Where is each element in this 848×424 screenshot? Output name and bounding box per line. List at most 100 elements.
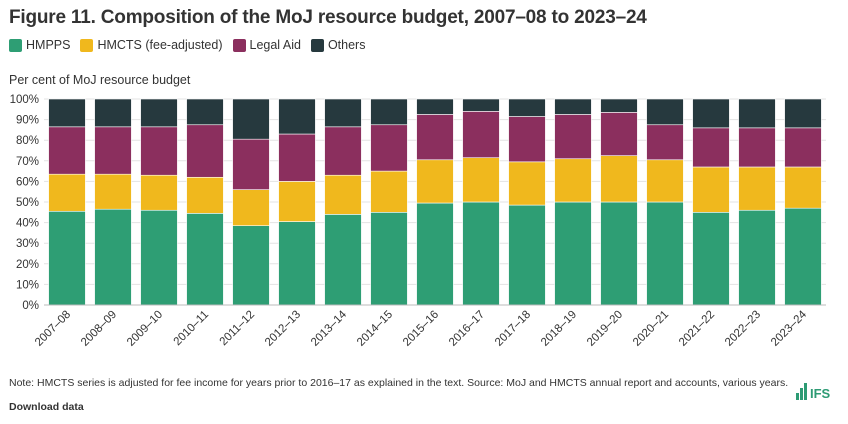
y-tick-label: 0% xyxy=(22,300,39,312)
bar-segment-others xyxy=(416,98,454,115)
bar-segment-others xyxy=(646,98,684,126)
bar-segment-hmpps xyxy=(646,201,684,306)
bar-segment-hmcts-fee-adjusted xyxy=(462,157,500,203)
download-data-link[interactable]: Download data xyxy=(9,401,84,413)
x-tick-label: 2007–08 xyxy=(33,309,73,349)
legend-swatch-hmpps xyxy=(9,38,22,52)
bar-segment-hmpps xyxy=(278,221,316,306)
bar-segment-hmpps xyxy=(600,201,638,306)
bar-segment-legal-aid xyxy=(600,112,638,156)
bar-segment-hmcts-fee-adjusted xyxy=(94,173,132,210)
bar-segment-hmcts-fee-adjusted xyxy=(692,166,730,213)
bar-segment-hmcts-fee-adjusted xyxy=(646,159,684,203)
bar-segment-hmpps xyxy=(48,210,86,306)
x-tick-label: 2015–16 xyxy=(401,309,441,349)
bar-segment-hmcts-fee-adjusted xyxy=(324,174,362,215)
y-tick-label: 20% xyxy=(16,259,39,271)
x-tick-label: 2019–20 xyxy=(585,309,625,349)
x-tick-label: 2023–24 xyxy=(769,308,810,349)
bar-segment-others xyxy=(462,98,500,112)
chart-title: Figure 11. Composition of the MoJ resour… xyxy=(9,7,647,28)
bar-segment-others xyxy=(554,98,592,115)
bar-segment-legal-aid xyxy=(232,138,270,190)
bar-segment-legal-aid xyxy=(416,114,454,161)
legend-label-hmcts: HMCTS (fee-adjusted) xyxy=(97,38,223,52)
bar-segment-hmpps xyxy=(554,201,592,306)
bar-segment-hmcts-fee-adjusted xyxy=(738,166,776,211)
bar-segment-hmpps xyxy=(738,209,776,306)
stacked-bar-chart: 0% 10% 20% 30% 40% 50% 60% 70% 80% 90% 100% 2007–08… xyxy=(10,94,826,349)
logo-bars-icon xyxy=(796,383,807,400)
x-tick-label: 2018–19 xyxy=(539,309,579,349)
logo-text: IFS xyxy=(810,386,831,401)
bar-segment-others xyxy=(738,98,776,129)
bar-segment-hmcts-fee-adjusted xyxy=(600,155,638,203)
bar-segment-hmpps xyxy=(94,208,132,306)
bar-segment-hmcts-fee-adjusted xyxy=(416,159,454,204)
y-tick-label: 50% xyxy=(16,197,39,209)
bar-segment-legal-aid xyxy=(186,124,224,178)
source-note: Note: HMCTS series is adjusted for fee i… xyxy=(9,377,789,389)
legend-swatch-legal-aid xyxy=(232,38,246,52)
bar-segment-others xyxy=(324,98,362,128)
bar-segment-legal-aid xyxy=(94,126,132,175)
x-tick-label: 2014–15 xyxy=(355,309,395,349)
x-tick-label: 2013–14 xyxy=(309,308,350,349)
bar-segment-hmpps xyxy=(462,201,500,306)
bar-segment-hmcts-fee-adjusted xyxy=(48,173,86,212)
x-tick-label: 2022–23 xyxy=(723,309,763,349)
legend-item-others[interactable]: Others xyxy=(310,38,366,52)
bar-segment-legal-aid xyxy=(278,133,316,182)
legend-label-others: Others xyxy=(327,38,366,52)
y-axis-label: Per cent of MoJ resource budget xyxy=(9,73,191,87)
x-tick-label: 2009–10 xyxy=(125,309,165,349)
legend-item-legal-aid[interactable]: Legal Aid xyxy=(232,38,301,52)
x-tick-label: 2011–12 xyxy=(218,309,258,349)
y-tick-label: 10% xyxy=(16,279,39,291)
bar-segment-hmpps xyxy=(324,214,362,306)
bar-segment-legal-aid xyxy=(646,124,684,161)
bar-segment-hmpps xyxy=(370,212,408,306)
bar-segment-others xyxy=(692,98,730,129)
legend-item-hmcts[interactable]: HMCTS (fee-adjusted) xyxy=(80,38,223,52)
bar-segment-others xyxy=(784,98,822,129)
bar-segment-legal-aid xyxy=(508,116,546,163)
bar-segment-others xyxy=(278,98,316,135)
bar-segment-legal-aid xyxy=(140,126,178,176)
x-tick-label: 2012–13 xyxy=(263,309,303,349)
bar-segment-legal-aid xyxy=(738,127,776,168)
bar-segment-hmpps xyxy=(232,225,270,306)
legend-item-hmpps[interactable]: HMPPS xyxy=(9,38,70,52)
bar-segment-legal-aid xyxy=(554,114,592,160)
bar-segment-hmcts-fee-adjusted xyxy=(278,181,316,222)
bar-segment-others xyxy=(232,98,270,140)
y-tick-label: 30% xyxy=(16,238,39,250)
ifs-logo: IFS xyxy=(796,383,830,400)
legend-label-hmpps: HMPPS xyxy=(26,38,71,52)
bar-segment-legal-aid xyxy=(48,126,86,175)
y-tick-label: 40% xyxy=(16,218,39,230)
bar-segment-hmpps xyxy=(186,213,224,306)
bar-segment-hmcts-fee-adjusted xyxy=(508,161,546,206)
x-tick-label: 2008–09 xyxy=(79,309,119,349)
bar-segment-hmcts-fee-adjusted xyxy=(370,170,408,213)
x-tick-label: 2016–17 xyxy=(447,309,487,349)
bar-segment-others xyxy=(48,98,86,128)
bar-segment-others xyxy=(508,98,546,117)
y-tick-label: 90% xyxy=(16,115,39,127)
bar-segment-hmpps xyxy=(784,207,822,306)
x-tick-label: 2017–18 xyxy=(493,309,533,349)
bar-segment-hmpps xyxy=(508,204,546,306)
bar-segment-hmcts-fee-adjusted xyxy=(186,176,224,214)
bar-segment-others xyxy=(94,98,132,128)
legend: HMPPS HMCTS (fee-adjusted) Legal Aid Oth… xyxy=(9,38,365,52)
y-tick-label: 80% xyxy=(16,135,39,147)
bar-segment-others xyxy=(140,98,178,128)
bar-segment-hmpps xyxy=(416,202,454,306)
x-tick-label: 2021–22 xyxy=(677,309,717,349)
x-tick-label: 2020–21 xyxy=(631,309,671,349)
bar-segment-hmcts-fee-adjusted xyxy=(784,166,822,209)
y-tick-label: 60% xyxy=(16,176,39,188)
bar-segment-legal-aid xyxy=(370,124,408,172)
bar-segment-hmcts-fee-adjusted xyxy=(232,189,270,226)
